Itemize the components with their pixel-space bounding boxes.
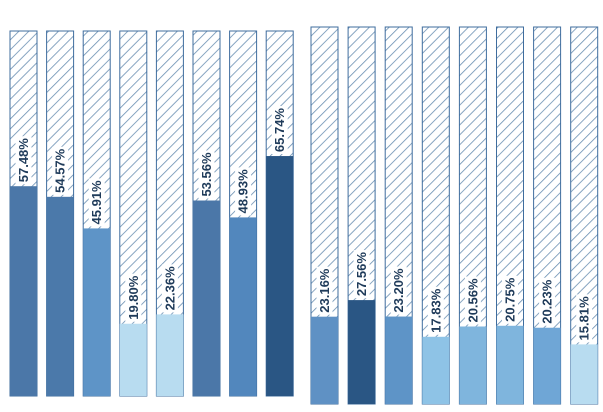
data-label: 54.57% <box>53 148 68 193</box>
data-label: 15.81% <box>577 296 592 341</box>
data-label-background <box>464 276 481 325</box>
data-label: 57.48% <box>16 138 31 183</box>
bar <box>496 325 524 404</box>
data-label-background <box>390 266 407 315</box>
data-label-background <box>502 275 518 324</box>
data-label-background <box>235 167 252 216</box>
data-label: 22.36% <box>162 266 177 311</box>
bar <box>311 316 338 404</box>
bar <box>193 200 220 396</box>
data-label-background <box>15 136 32 185</box>
bar <box>156 314 184 396</box>
data-label: 45.91% <box>89 180 104 225</box>
bar <box>459 326 487 404</box>
data-label: 20.23% <box>540 279 555 324</box>
data-label: 20.75% <box>503 277 518 322</box>
data-label: 48.93% <box>236 169 251 214</box>
bar <box>119 323 147 396</box>
bar <box>533 327 561 404</box>
data-label-background <box>271 106 288 155</box>
left-panel: 57.48% 54.57% 45.91% 19.80% 22.36% 53.56% 48.9… <box>9 30 294 397</box>
data-label: 17.83% <box>428 288 443 333</box>
data-label: 20.56% <box>465 278 480 323</box>
data-label: 23.20% <box>391 268 406 313</box>
bar <box>10 186 37 396</box>
bar <box>266 156 294 396</box>
bar <box>83 228 111 396</box>
data-label-background <box>427 286 444 335</box>
bar <box>422 336 450 404</box>
data-label: 27.56% <box>354 252 369 297</box>
data-label: 65.74% <box>272 108 287 153</box>
data-label-background <box>316 266 333 315</box>
right-panel: 23.16% 27.56% 23.20% 17.83% 20.56% 20.75% 20.2… <box>310 26 599 405</box>
data-label-background <box>125 273 142 322</box>
bar <box>570 344 598 404</box>
data-label: 23.16% <box>317 268 332 313</box>
bar <box>385 316 413 404</box>
data-label: 53.56% <box>199 152 214 197</box>
data-label-background <box>539 277 556 326</box>
data-label-background <box>88 178 105 227</box>
bar <box>229 217 257 396</box>
data-label-background <box>198 150 215 199</box>
data-label-background <box>161 264 178 313</box>
bar <box>348 300 376 404</box>
data-label-background <box>52 146 69 195</box>
data-label-background <box>353 250 370 299</box>
data-label: 19.80% <box>126 275 141 320</box>
bar <box>46 196 74 396</box>
data-label-background <box>576 294 593 343</box>
